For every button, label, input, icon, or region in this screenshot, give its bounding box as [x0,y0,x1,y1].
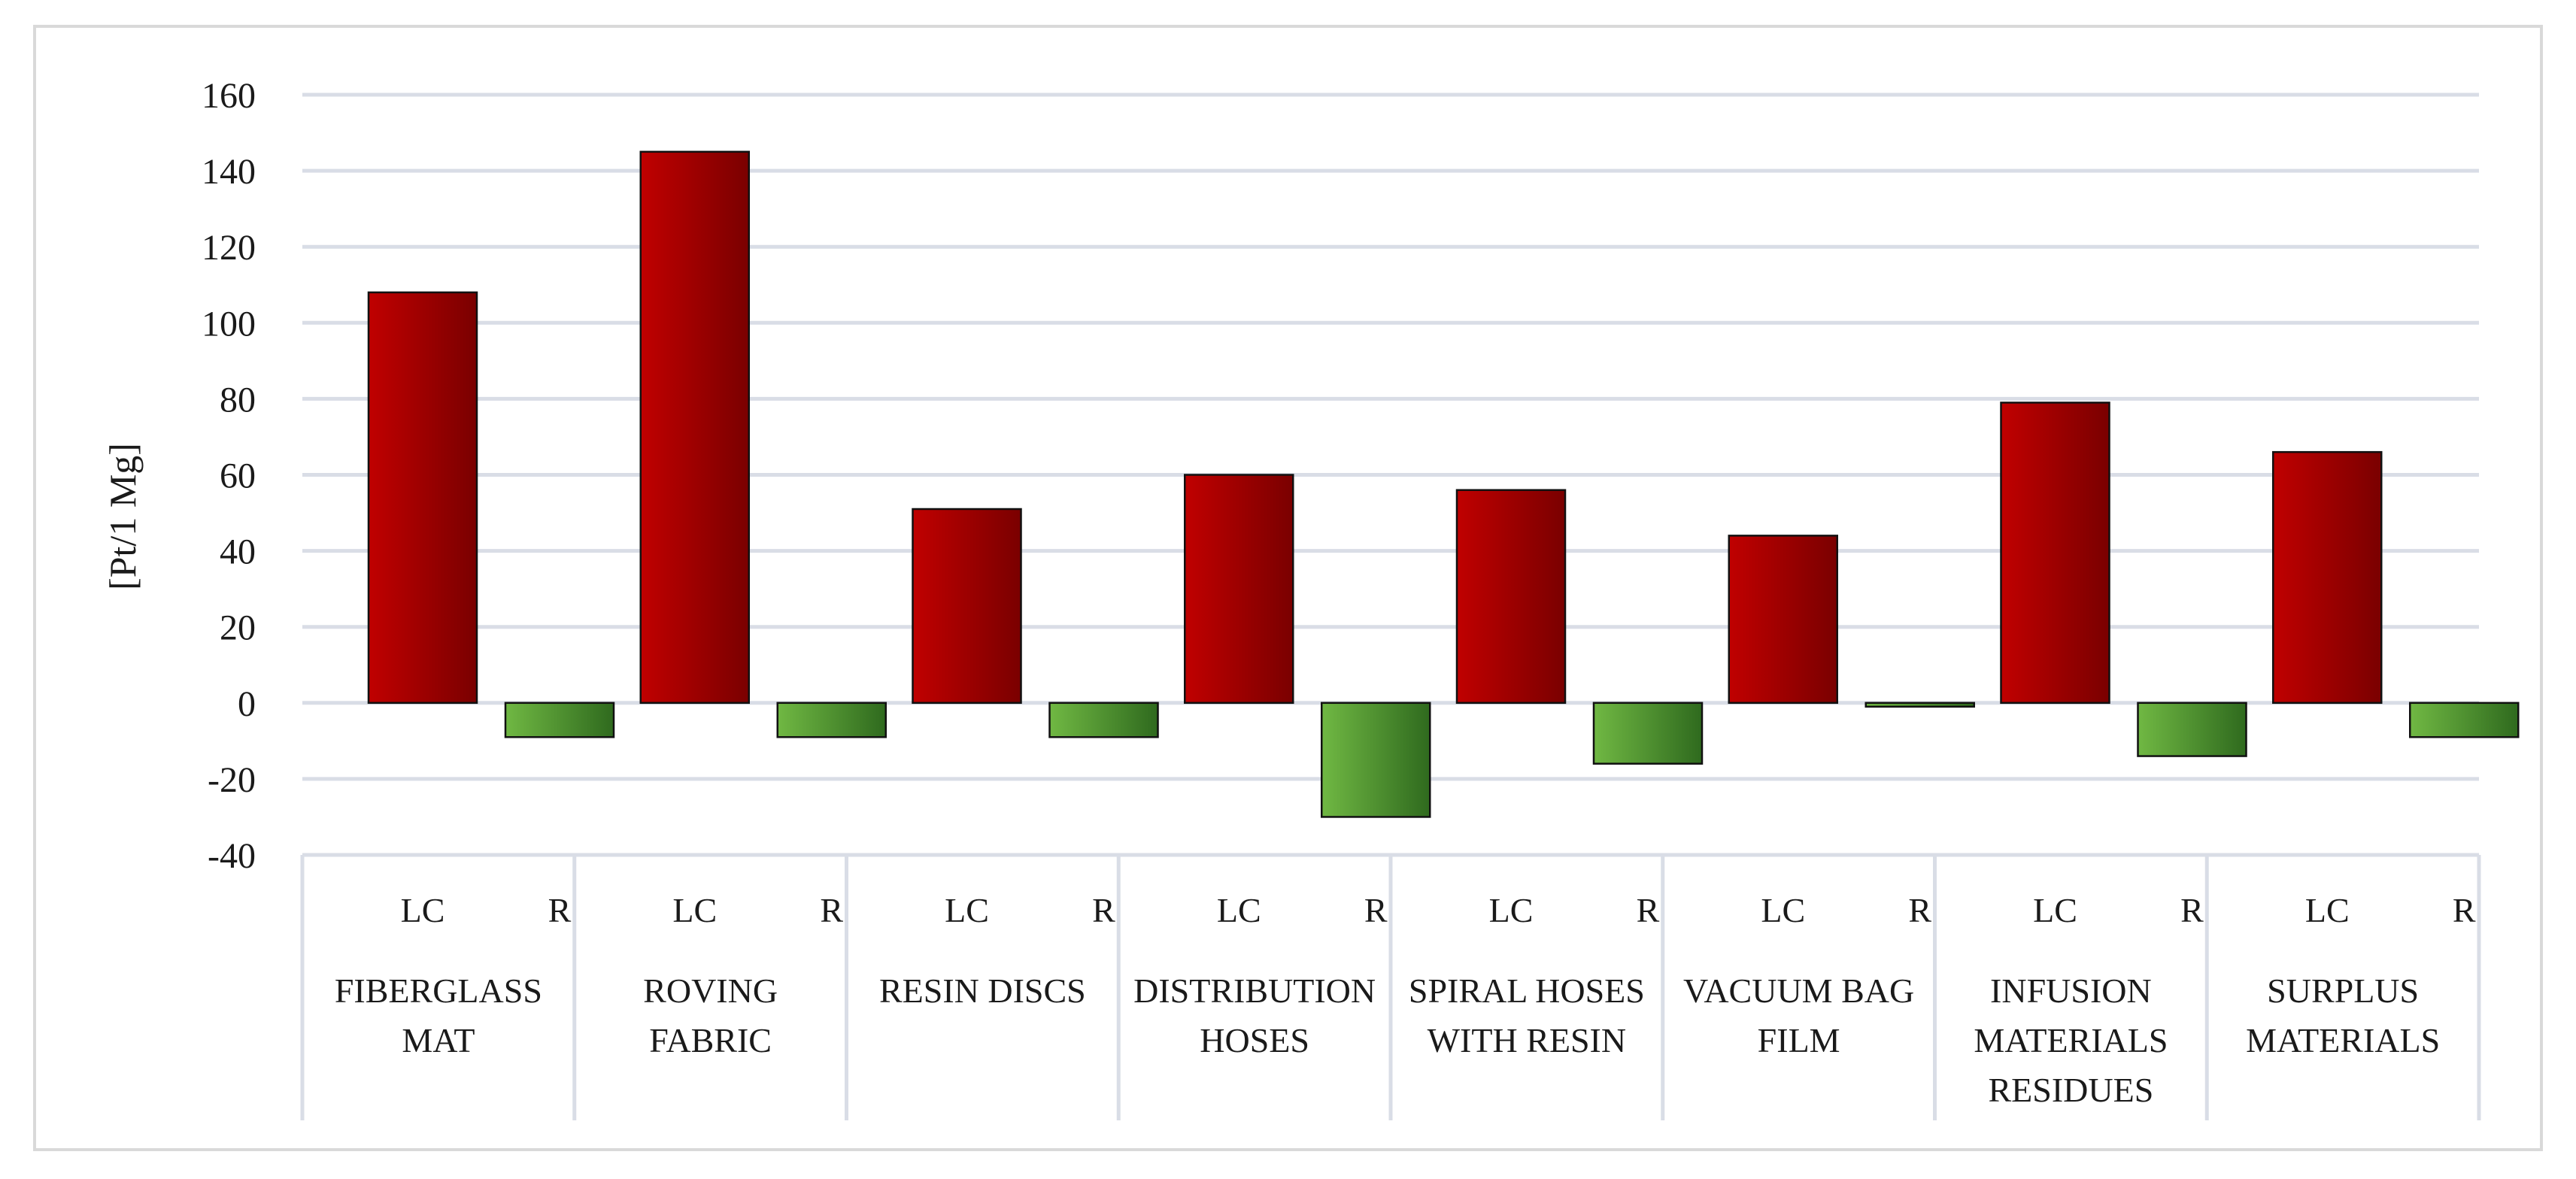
x-axis-category-table: LC R FIBERGLASS MAT LC R ROVING FABRIC LC R RESIN … [300,855,2481,1120]
category-label: SURPLUS [2267,971,2419,1010]
bar-r [1592,702,1704,765]
y-tick-label: 40 [220,532,256,572]
bar-lc [367,291,478,705]
y-tick-label: 20 [220,608,256,648]
category-label: RESIN DISCS [879,971,1086,1010]
bar-lc [1728,535,1838,705]
series-label: LC [1761,891,1805,929]
series-label: LC [672,891,717,929]
series-label: LC [1489,891,1534,929]
series-label: LC [401,891,445,929]
series-label: R [548,891,572,929]
category-label: ROVING [643,971,778,1010]
category-label: DISTRIBUTION [1133,971,1376,1010]
series-label: LC [2305,891,2350,929]
bar-lc [2272,450,2383,705]
y-axis-tick-labels: -40 -20 0 20 40 60 80 100 120 140 160 [202,76,256,876]
bar-r [2409,702,2520,738]
bars [367,150,2520,818]
bar-r [1864,702,1975,708]
y-tick-label: 80 [220,380,256,420]
bar-r [504,702,615,738]
y-tick-label: 120 [202,228,256,268]
bar-r [776,702,887,738]
category-label: HOSES [1200,1021,1309,1059]
category-label: MATERIALS [1974,1021,2168,1059]
category-label: MAT [402,1021,475,1059]
category-label: VACUUM BAG [1683,971,1914,1010]
category-label: FIBERGLASS [335,971,542,1010]
series-label: R [1908,891,1931,929]
category-label: FILM [1758,1021,1840,1059]
series-label: LC [2033,891,2077,929]
bar-lc [1455,489,1567,705]
series-label: LC [945,891,989,929]
bar-r [1048,702,1159,738]
y-axis-title: [Pt/1 Mg] [102,443,144,590]
bar-lc [1184,474,1294,705]
y-tick-label: 60 [220,456,256,496]
bar-lc [2000,402,2110,705]
y-tick-label: -20 [208,760,256,800]
y-tick-label: -40 [208,836,256,876]
category-label: INFUSION [1990,971,2152,1010]
series-label: R [2453,891,2476,929]
category-label: WITH RESIN [1428,1021,1626,1059]
category-label: SPIRAL HOSES [1409,971,1645,1010]
series-label: R [1637,891,1660,929]
y-tick-label: 140 [202,152,256,192]
y-tick-label: 160 [202,76,256,116]
bar-r [2137,702,2247,757]
series-label: R [820,891,843,929]
bar-r [1321,702,1431,818]
y-tick-label: 0 [238,684,256,724]
series-label: LC [1217,891,1261,929]
category-label: RESIDUES [1988,1071,2153,1109]
bar-lc [639,150,750,705]
category-label: MATERIALS [2246,1021,2440,1059]
series-label: R [1092,891,1115,929]
series-label: R [1364,891,1388,929]
bar-lc [912,508,1022,705]
series-label: R [2180,891,2204,929]
y-tick-label: 100 [202,304,256,344]
category-label: FABRIC [649,1021,772,1059]
